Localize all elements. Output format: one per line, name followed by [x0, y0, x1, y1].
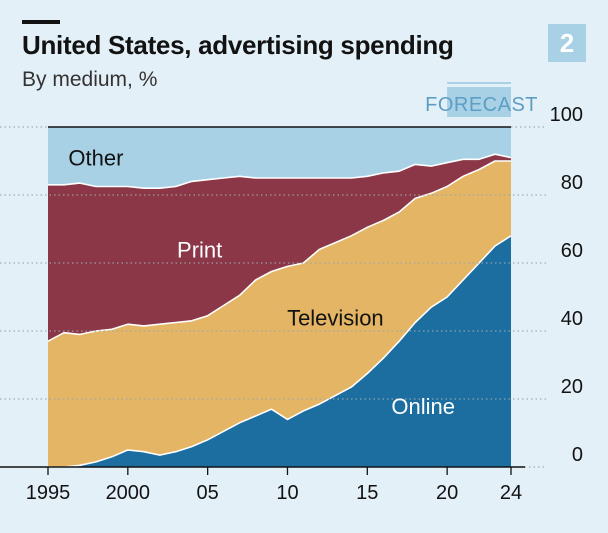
- series-label-television: Television: [287, 305, 384, 330]
- boundary-television: [47, 160, 511, 342]
- chart-number-badge: 2: [548, 24, 586, 62]
- y-tick-label: 100: [550, 104, 583, 126]
- boundary-print: [48, 153, 512, 189]
- y-tick-label: 40: [561, 308, 583, 330]
- x-tick-label: 05: [197, 482, 219, 504]
- x-tick-label: 2000: [106, 482, 151, 504]
- area-television: [48, 161, 511, 467]
- area-online: [48, 235, 511, 467]
- x-tick-label: 1995: [26, 482, 71, 504]
- y-tick-label: 20: [561, 376, 583, 398]
- x-tick-label: 20: [436, 482, 458, 504]
- forecast-label: FORECAST: [425, 94, 538, 116]
- x-tick-label: 15: [356, 482, 378, 504]
- area-other: [48, 127, 511, 189]
- forecast-box: [447, 87, 511, 117]
- x-tick-label: 24: [500, 482, 522, 504]
- y-tick-label: 80: [561, 172, 583, 194]
- area-print: [48, 154, 511, 342]
- series-label-print: Print: [177, 237, 222, 262]
- header-rule: [22, 20, 60, 24]
- series-label-online: Online: [391, 394, 455, 419]
- boundary-online: [48, 235, 512, 468]
- y-tick-label: 0: [572, 444, 583, 466]
- x-tick-label: 10: [276, 482, 298, 504]
- chart-subtitle: By medium, %: [22, 68, 158, 91]
- y-tick-label: 60: [561, 240, 583, 262]
- chart-title: United States, advertising spending: [22, 30, 454, 60]
- series-label-other: Other: [68, 146, 123, 171]
